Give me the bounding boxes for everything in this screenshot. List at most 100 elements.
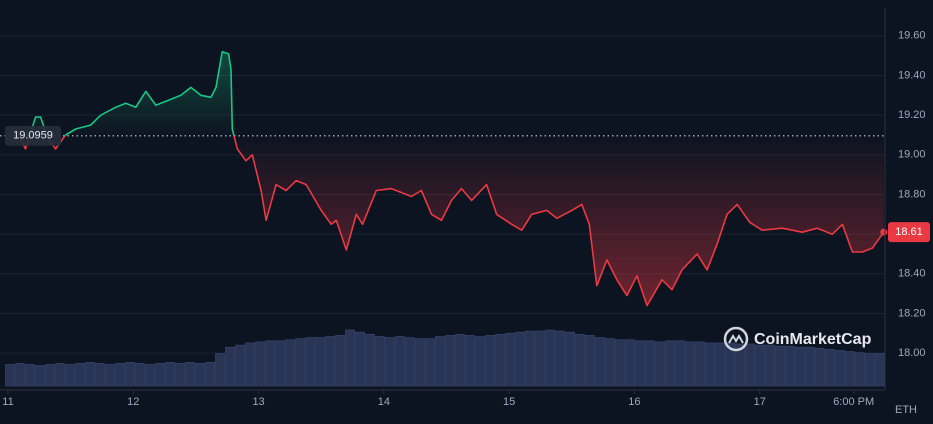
y-tick-label: 19.60 <box>898 30 926 42</box>
volume-bar <box>75 363 85 387</box>
volume-bar <box>205 362 215 387</box>
volume-bar <box>95 363 105 387</box>
volume-bar <box>855 352 865 387</box>
volume-bar <box>145 364 155 387</box>
volume-bar <box>335 335 345 387</box>
volume-bar <box>595 337 605 387</box>
volume-bar <box>395 336 405 387</box>
x-tick-label: 16 <box>628 396 640 408</box>
volume-bar <box>825 349 835 387</box>
volume-bar <box>635 340 645 387</box>
volume-bar <box>305 337 315 387</box>
x-tick-label: 13 <box>252 396 264 408</box>
volume-bar <box>215 353 225 387</box>
volume-bar <box>615 339 625 387</box>
y-tick-label: 18.20 <box>898 307 926 319</box>
volume-bar <box>375 336 385 387</box>
last-price-label: 18.61 <box>895 226 923 238</box>
volume-bar <box>805 346 815 387</box>
volume-bar <box>15 363 25 387</box>
volume-bar <box>865 353 875 387</box>
last-price-box <box>888 222 930 243</box>
volume-bar <box>425 338 435 387</box>
volume-bar <box>355 331 365 387</box>
volume-bar <box>35 365 45 387</box>
volume-bar <box>275 340 285 387</box>
volume-bar <box>745 343 755 387</box>
volume-bar <box>715 342 725 387</box>
volume-bar <box>45 364 55 387</box>
x-tick-label: 12 <box>127 396 139 408</box>
volume-bar <box>675 340 685 387</box>
volume-bar <box>785 345 795 387</box>
x-tick-label: 14 <box>378 396 390 408</box>
volume-bar <box>625 339 635 387</box>
volume-bar <box>385 337 395 387</box>
volume-bar <box>105 364 115 387</box>
volume-bar <box>195 363 205 387</box>
volume-bar <box>575 334 585 387</box>
volume-bar <box>25 364 35 387</box>
brand-logo-mark <box>728 334 744 344</box>
volume-bar <box>735 343 745 387</box>
volume-bar <box>495 334 505 387</box>
volume-bar <box>645 340 655 387</box>
volume-bar <box>525 330 535 387</box>
volume-bar <box>835 350 845 387</box>
brand-logo <box>723 326 749 352</box>
volume-bar <box>65 364 75 387</box>
price-line-above <box>28 50 235 136</box>
volume-bar <box>295 338 305 387</box>
volume-bar <box>545 329 555 387</box>
volume-bar <box>775 345 785 387</box>
volume-bar <box>755 344 765 387</box>
volume-bar <box>175 363 185 387</box>
volume-bar <box>225 346 235 387</box>
plot: 19.0959 <box>0 50 888 307</box>
volume-bar <box>515 331 525 387</box>
volume-bar <box>155 363 165 387</box>
volume-bar <box>325 336 335 387</box>
volume-bar <box>405 337 415 387</box>
currency-label: ETH <box>895 404 917 416</box>
x-tick-label: 15 <box>503 396 515 408</box>
watermark: CoinMarketCap <box>723 326 872 352</box>
baseline-label-box <box>5 125 61 146</box>
area-below <box>20 135 884 306</box>
volume-bar <box>505 332 515 387</box>
volume-bars <box>5 329 885 387</box>
volume-bar <box>55 363 65 387</box>
volume-bar <box>485 335 495 387</box>
volume-bar <box>665 340 675 387</box>
volume-bar <box>475 336 485 387</box>
volume-bar <box>445 335 455 387</box>
volume-bar <box>795 346 805 387</box>
volume-bar <box>165 362 175 387</box>
y-tick-label: 19.00 <box>898 149 926 161</box>
volume-bar <box>85 362 95 387</box>
area-above <box>20 51 884 136</box>
x-tick-label: 17 <box>754 396 766 408</box>
volume-bar <box>115 363 125 387</box>
y-tick-label: 18.40 <box>898 268 926 280</box>
x-tick-label: 6:00 PM <box>833 396 874 408</box>
volume-bar <box>455 334 465 387</box>
volume-bar <box>535 330 545 387</box>
volume-bar <box>255 341 265 387</box>
price-line-below <box>19 135 885 307</box>
volume-bar <box>585 335 595 387</box>
volume-bar <box>465 335 475 387</box>
volume-bar <box>845 351 855 387</box>
brand-name: CoinMarketCap <box>754 331 872 348</box>
volume-bar <box>235 344 245 387</box>
y-tick-label: 19.40 <box>898 69 926 81</box>
volume-bar <box>315 337 325 387</box>
x-tick-label: 11 <box>2 396 13 408</box>
volume-bar <box>365 334 375 387</box>
volume-bar <box>415 338 425 387</box>
volume-bar <box>605 338 615 387</box>
volume-bar <box>555 330 565 387</box>
volume-bar <box>345 329 355 387</box>
